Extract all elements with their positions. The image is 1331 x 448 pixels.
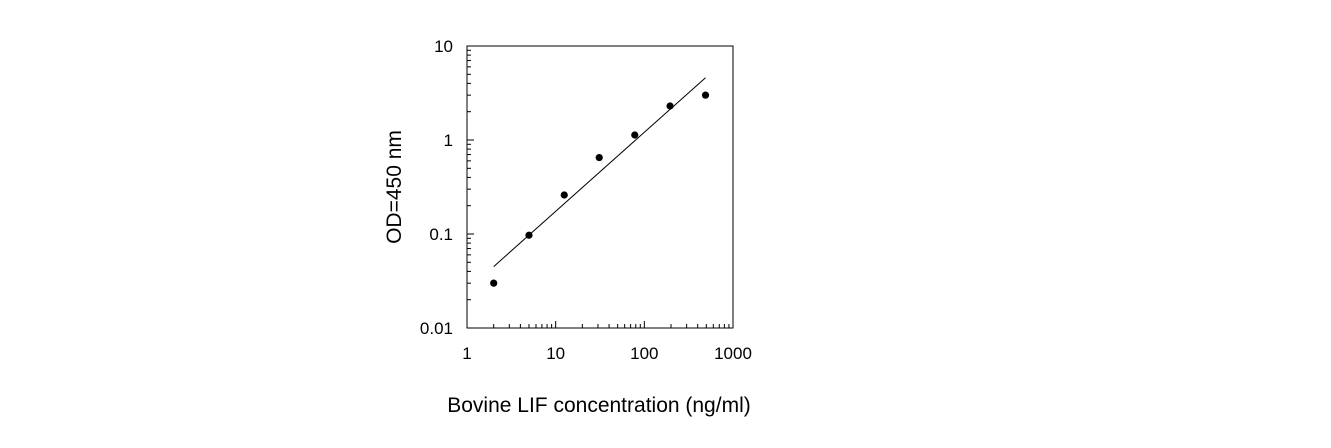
data-point — [490, 279, 498, 287]
y-tick-label: 1 — [444, 131, 453, 150]
data-point — [595, 153, 603, 162]
data-points — [490, 91, 710, 287]
fit-line — [493, 77, 706, 267]
data-point — [666, 102, 674, 110]
x-axis-label: Bovine LIF concentration (ng/ml) — [447, 394, 750, 417]
x-tick-label: 100 — [630, 344, 658, 363]
y-tick-label: 0.01 — [420, 319, 453, 338]
data-point — [631, 131, 639, 139]
data-point — [525, 231, 533, 239]
axis-ticks: 1 10 100 1000 0.01 0.1 1 10 — [420, 37, 752, 363]
x-tick-label: 1000 — [714, 344, 752, 363]
data-point — [560, 191, 568, 199]
fit-line-group — [493, 77, 706, 267]
plot-frame — [466, 45, 734, 329]
y-tick-label: 0.1 — [429, 225, 453, 244]
y-tick-label: 10 — [434, 37, 453, 56]
x-tick-label: 1 — [462, 344, 471, 363]
x-tick-label: 10 — [546, 344, 565, 363]
y-axis-label: OD=450 nm — [383, 130, 406, 244]
data-point — [701, 91, 710, 99]
